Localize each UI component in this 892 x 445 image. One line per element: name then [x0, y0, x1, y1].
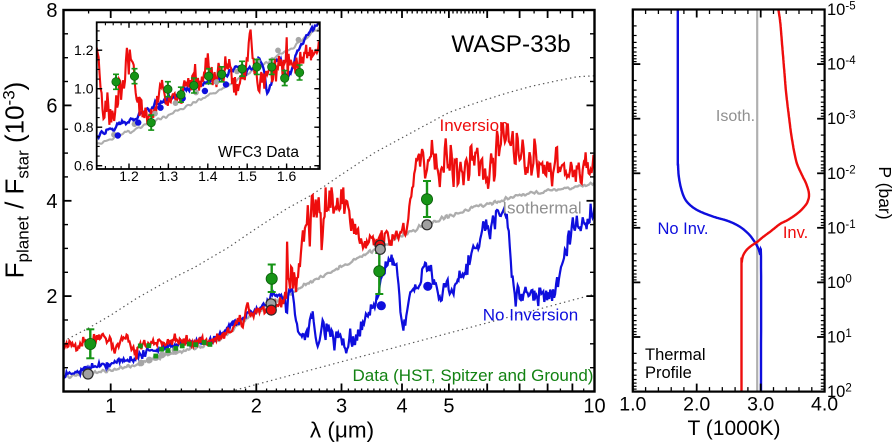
- svg-text:WFC3 Data: WFC3 Data: [218, 144, 299, 161]
- svg-text:1.6: 1.6: [277, 168, 297, 184]
- svg-text:1.4: 1.4: [198, 168, 218, 184]
- svg-text:Profile: Profile: [645, 364, 692, 382]
- svg-text:No Inversion: No Inversion: [483, 306, 578, 325]
- svg-text:3.0: 3.0: [747, 394, 774, 416]
- svg-text:2.0: 2.0: [683, 394, 710, 416]
- svg-text:6: 6: [46, 95, 57, 117]
- svg-text:4: 4: [46, 191, 57, 213]
- svg-text:2: 2: [251, 396, 262, 418]
- svg-text:1.2: 1.2: [119, 168, 139, 184]
- svg-text:λ (μm): λ (μm): [310, 418, 374, 443]
- svg-text:Inversion: Inversion: [440, 116, 509, 135]
- svg-text:Isoth.: Isoth.: [716, 108, 755, 125]
- svg-text:Inv.: Inv.: [783, 224, 808, 242]
- svg-text:8: 8: [46, 0, 57, 22]
- svg-text:0.8: 0.8: [74, 119, 94, 135]
- svg-text:WASP-33b: WASP-33b: [451, 31, 570, 58]
- svg-text:1.5: 1.5: [237, 168, 257, 184]
- svg-text:5: 5: [443, 396, 454, 418]
- svg-text:4.0: 4.0: [811, 394, 838, 416]
- svg-text:4: 4: [396, 396, 407, 418]
- svg-text:Thermal: Thermal: [645, 346, 706, 364]
- svg-text:1: 1: [105, 396, 116, 418]
- svg-text:1.3: 1.3: [159, 168, 179, 184]
- svg-text:0.6: 0.6: [74, 158, 94, 174]
- svg-text:Isothermal: Isothermal: [502, 199, 581, 218]
- svg-text:T (1000K): T (1000K): [688, 417, 781, 440]
- svg-text:1.0: 1.0: [74, 81, 94, 97]
- svg-text:1.2: 1.2: [74, 42, 94, 58]
- svg-text:No Inv.: No Inv.: [657, 220, 708, 238]
- svg-text:P (bar): P (bar): [875, 166, 892, 219]
- svg-text:Data (HST, Spitzer and Ground): Data (HST, Spitzer and Ground): [353, 366, 594, 385]
- svg-text:10: 10: [583, 396, 605, 418]
- svg-text:2: 2: [46, 286, 57, 308]
- svg-text:1.0: 1.0: [619, 394, 646, 416]
- svg-text:3: 3: [336, 396, 347, 418]
